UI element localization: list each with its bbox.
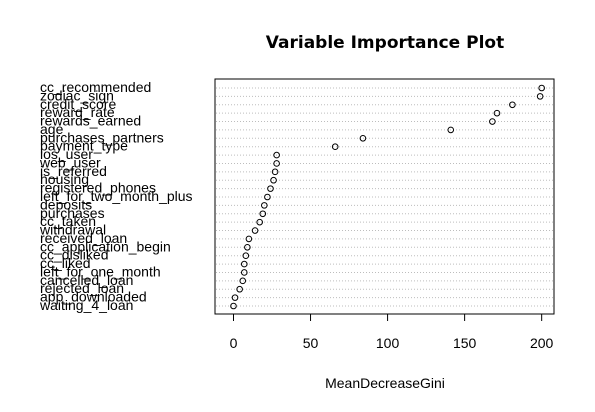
x-tick-label: 0	[230, 335, 238, 351]
x-tick-label: 200	[530, 335, 554, 351]
x-tick-label: 100	[376, 335, 400, 351]
variable-labels: cc_recommendedzodiac_signcredit_scorerew…	[39, 79, 193, 313]
chart-title: Variable Importance Plot	[266, 33, 504, 53]
x-tick-label: 150	[453, 335, 477, 351]
x-tick-label: 50	[303, 335, 319, 351]
x-axis-label: MeanDecreaseGini	[325, 375, 445, 391]
grid-lines	[216, 88, 553, 306]
variable-label: waiting_4_loan	[39, 297, 133, 313]
importance-point	[232, 295, 238, 301]
x-axis: 0 50 100 150 200	[230, 314, 554, 351]
